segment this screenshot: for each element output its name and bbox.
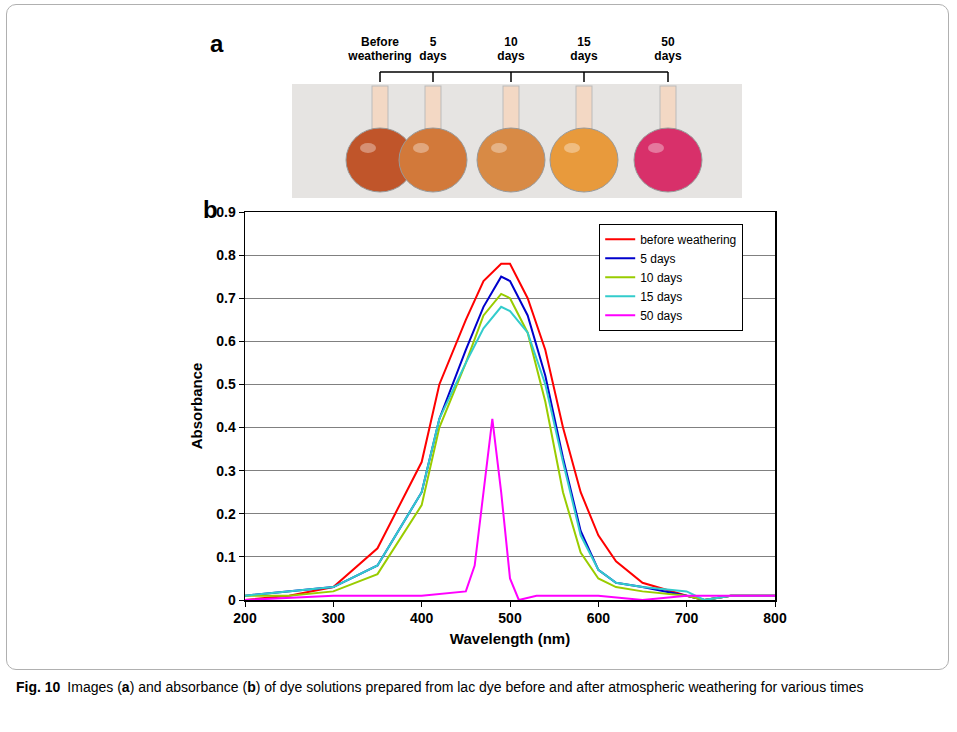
svg-text:0.3: 0.3	[216, 463, 236, 479]
svg-text:5days: 5days	[419, 35, 447, 63]
svg-text:500: 500	[498, 610, 522, 626]
svg-text:before weathering: before weathering	[640, 233, 736, 247]
svg-text:15days: 15days	[570, 35, 598, 63]
html-text:Fig. 10: Fig. 10	[16, 679, 61, 695]
svg-text:Wavelength (nm): Wavelength (nm)	[450, 630, 570, 647]
svg-text:a: a	[210, 30, 224, 57]
svg-text:0.4: 0.4	[216, 419, 236, 435]
svg-text:0.1: 0.1	[216, 549, 236, 565]
svg-text:50 days: 50 days	[640, 309, 682, 323]
svg-text:50days: 50days	[654, 35, 682, 63]
svg-text:0.9: 0.9	[216, 204, 236, 220]
svg-text:10days: 10days	[497, 35, 525, 63]
svg-text:5 days: 5 days	[640, 252, 675, 266]
html-text:Images (a) and absorbance (b): Images (a) and absorbance (b) of dye sol…	[67, 679, 864, 695]
svg-text:Beforeweathering: Beforeweathering	[347, 35, 411, 63]
svg-text:0: 0	[228, 592, 236, 608]
svg-text:200: 200	[233, 610, 257, 626]
svg-text:0.8: 0.8	[216, 247, 236, 263]
svg-text:600: 600	[587, 610, 611, 626]
svg-text:700: 700	[675, 610, 699, 626]
svg-text:300: 300	[322, 610, 346, 626]
html-text:b: b	[203, 196, 218, 223]
svg-text:0.5: 0.5	[216, 376, 236, 392]
svg-text:400: 400	[410, 610, 434, 626]
svg-text:15 days: 15 days	[640, 290, 682, 304]
svg-text:800: 800	[763, 610, 787, 626]
svg-text:0.7: 0.7	[216, 290, 236, 306]
svg-text:10 days: 10 days	[640, 271, 682, 285]
svg-text:Absorbance: Absorbance	[188, 363, 205, 450]
svg-text:0.2: 0.2	[216, 506, 236, 522]
svg-text:0.6: 0.6	[216, 333, 236, 349]
